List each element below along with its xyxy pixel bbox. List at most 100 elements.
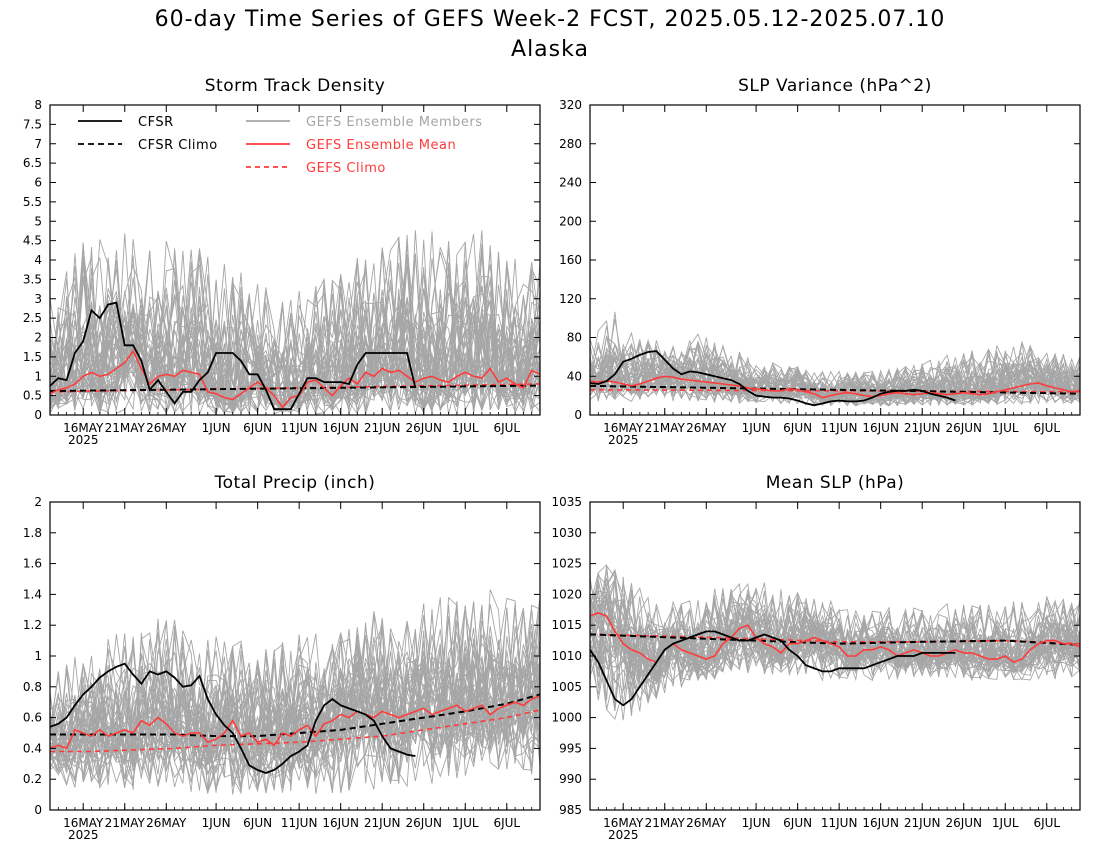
cfsr-climo-line xyxy=(590,384,1080,395)
series-group xyxy=(50,301,540,411)
gefs-ensemble-mean-line xyxy=(590,375,1080,399)
y-tick-label: 7 xyxy=(34,137,42,151)
y-tick-label: 5.5 xyxy=(23,195,42,209)
x-tick-label: 21JUN xyxy=(904,816,941,830)
y-tick-label: 1020 xyxy=(551,587,582,601)
x-tick-label: 26MAY xyxy=(146,421,187,435)
y-tick-label: 1005 xyxy=(551,680,582,694)
ensemble-member-line xyxy=(590,577,1080,672)
x-tick-label: 6JUL xyxy=(493,816,520,830)
y-tick-label: 320 xyxy=(559,98,582,112)
ensemble-member-line xyxy=(590,582,1080,689)
x-tick-label: 21MAY xyxy=(645,816,686,830)
y-tick-label: 80 xyxy=(567,331,582,345)
y-tick-label: 3 xyxy=(34,292,42,306)
ensemble-member-line xyxy=(50,256,540,411)
x-tick-label: 26MAY xyxy=(686,816,727,830)
x-tick-label: 11JUN xyxy=(281,816,318,830)
cfsr-line xyxy=(50,301,417,411)
ensemble-member-line xyxy=(50,240,540,414)
y-tick-label: 0 xyxy=(34,408,42,422)
y-tick-label: 160 xyxy=(559,253,582,267)
cfsr-line xyxy=(50,662,416,774)
x-tick-label: 11JUN xyxy=(821,421,858,435)
y-tick-label: 2 xyxy=(34,495,42,509)
ensemble-members xyxy=(50,230,540,415)
y-tick-label: 1.5 xyxy=(23,350,42,364)
x-tick-label: 16MAY xyxy=(63,816,104,830)
x-tick-label: 21MAY xyxy=(645,421,686,435)
y-tick-label: 995 xyxy=(559,741,582,755)
y-tick-label: 985 xyxy=(559,803,582,817)
y-tick-label: 8 xyxy=(34,98,42,112)
x-tick-label: 1JUN xyxy=(202,421,231,435)
x-tick-label: 16JUN xyxy=(322,816,359,830)
y-tick-label: 2.5 xyxy=(23,311,42,325)
x-tick-label: 16JUN xyxy=(862,816,899,830)
x-tick-label: 1JUL xyxy=(452,816,479,830)
x-tick-label: 26JUN xyxy=(945,421,982,435)
x-year-label: 2025 xyxy=(608,433,639,447)
y-tick-label: 0.5 xyxy=(23,389,42,403)
legend-label-members: GEFS Ensemble Members xyxy=(306,115,483,130)
y-tick-label: 990 xyxy=(559,772,582,786)
x-tick-label: 6JUL xyxy=(493,421,520,435)
x-tick-label: 26MAY xyxy=(686,421,727,435)
x-tick-label: 11JUN xyxy=(821,816,858,830)
ensemble-member-line xyxy=(590,598,1080,681)
x-tick-label: 16MAY xyxy=(63,421,104,435)
y-tick-label: 1.4 xyxy=(23,587,42,601)
y-tick-label: 240 xyxy=(559,176,582,190)
y-tick-label: 0.4 xyxy=(23,741,42,755)
x-tick-label: 6JUN xyxy=(783,421,812,435)
ensemble-member-line xyxy=(50,239,540,414)
ensemble-member-line xyxy=(590,589,1080,687)
y-tick-label: 200 xyxy=(559,214,582,228)
y-tick-label: 6 xyxy=(34,176,42,190)
cfsr-climo-line xyxy=(50,693,540,738)
ensemble-member-line xyxy=(590,342,1080,401)
x-tick-label: 1JUL xyxy=(452,421,479,435)
gefs-ensemble-mean-line xyxy=(50,349,540,409)
x-tick-label: 26JUN xyxy=(405,421,442,435)
ensemble-member-line xyxy=(50,263,540,405)
ensemble-member-line xyxy=(50,603,540,792)
chart-panel: 0 0.2 0.4 0.6 0.8 1 1.2 1.4 1.6 1.8 2 16MAY 21MAY 26M… xyxy=(23,473,541,842)
y-tick-label: 1000 xyxy=(551,711,582,725)
y-tick-label: 1.8 xyxy=(23,526,42,540)
x-tick-label: 1JUL xyxy=(992,421,1019,435)
y-tick-label: 1015 xyxy=(551,618,582,632)
x-tick-label: 1JUN xyxy=(202,816,231,830)
chart-panel: 985 990 995 1000 1005 1010 1015 1020 1025 1030 103… xyxy=(551,473,1081,842)
x-tick-label: 6JUN xyxy=(243,421,272,435)
y-tick-label: 2 xyxy=(34,331,42,345)
ensemble-members xyxy=(50,589,540,795)
x-tick-label: 21JUN xyxy=(364,421,401,435)
x-tick-label: 6JUL xyxy=(1033,816,1060,830)
y-tick-label: 7.5 xyxy=(23,117,42,131)
ensemble-member-line xyxy=(50,602,540,791)
ensemble-member-line xyxy=(50,262,540,414)
y-tick-label: 1.2 xyxy=(23,618,42,632)
gefs-ensemble-mean-line xyxy=(50,695,540,750)
x-year-label: 2025 xyxy=(68,828,99,842)
figure-subtitle: Alaska xyxy=(511,37,589,62)
x-year-label: 2025 xyxy=(68,433,99,447)
y-tick-label: 0 xyxy=(574,408,582,422)
ensemble-member-line xyxy=(50,685,540,790)
x-tick-label: 21MAY xyxy=(105,421,146,435)
x-tick-label: 6JUN xyxy=(783,816,812,830)
y-tick-label: 4 xyxy=(34,253,42,267)
ensemble-member-line xyxy=(50,639,540,783)
ensemble-member-line xyxy=(50,633,540,795)
y-tick-label: 1025 xyxy=(551,557,582,571)
y-tick-label: 1030 xyxy=(551,526,582,540)
x-tick-label: 1JUN xyxy=(742,421,771,435)
x-tick-label: 26JUN xyxy=(945,816,982,830)
x-tick-label: 16JUN xyxy=(862,421,899,435)
chart-panel: 0 40 80 120 160 200 240 280 320 16MAY 21MAY 26MAY 1J… xyxy=(559,76,1081,447)
ensemble-member-line xyxy=(50,604,540,794)
y-tick-label: 3.5 xyxy=(23,272,42,286)
